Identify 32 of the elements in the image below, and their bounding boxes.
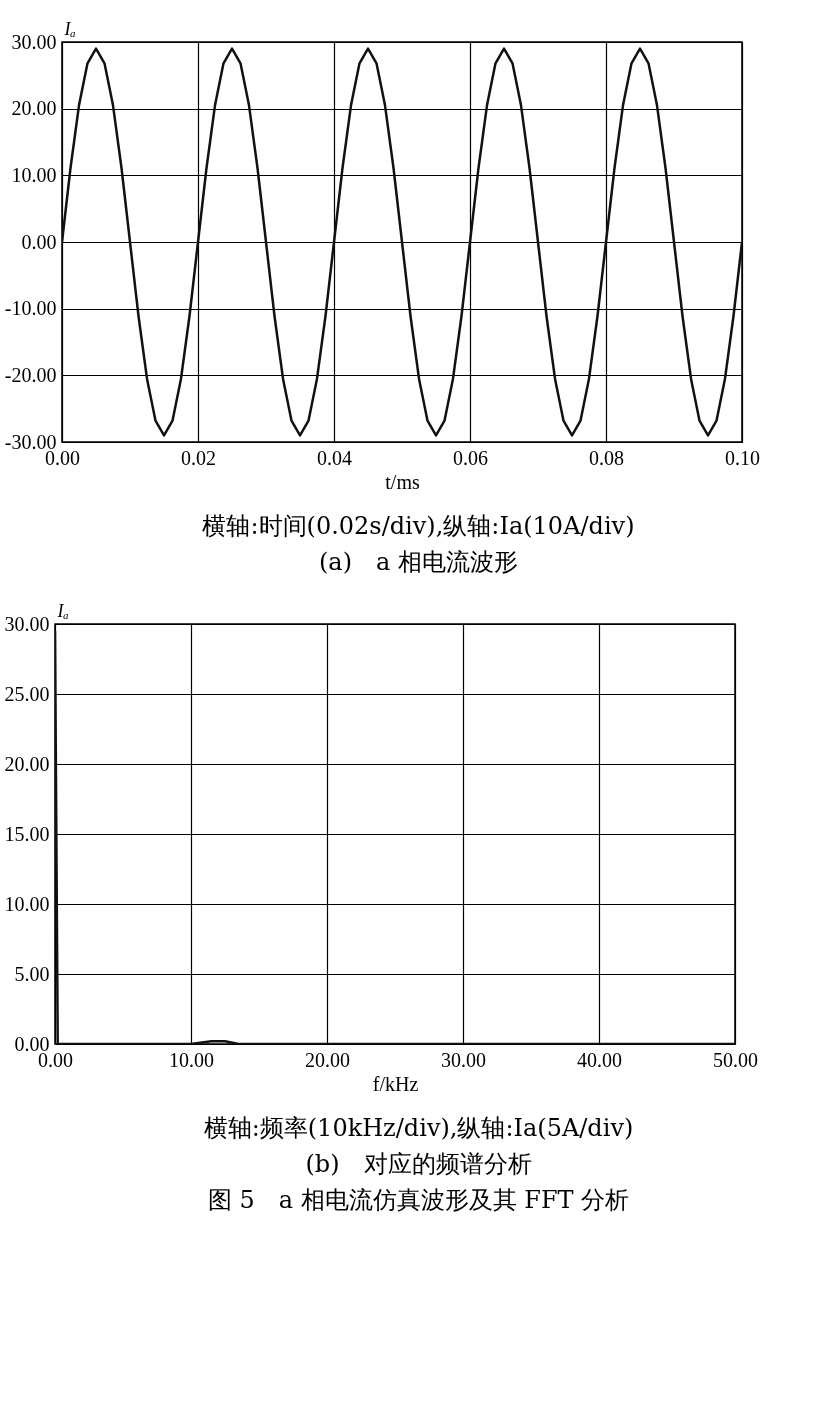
- x-tick-label: 0.10: [725, 446, 760, 469]
- y-tick-label: 25.00: [4, 682, 50, 705]
- text: 横轴:时间(0.02s/div),纵轴:Ia(10A/div): [201, 511, 636, 542]
- y-tick-label: -20.00: [4, 363, 57, 386]
- x-tick-label: 0.06: [453, 446, 488, 469]
- y-tick-label: 0.00: [21, 230, 57, 253]
- y-tick-label: 30.00: [4, 612, 50, 635]
- y-tick-label: 15.00: [4, 822, 50, 845]
- x-axis-title: f/kHz: [372, 1072, 419, 1095]
- y-tick-label: 30.00: [11, 30, 57, 53]
- line-series: [62, 47, 742, 437]
- y-tick-label: 10.00: [11, 163, 57, 186]
- text: (a) a 相电流波形: [318, 547, 519, 578]
- x-axis-title: t/ms: [385, 470, 420, 493]
- y-tick-label: 10.00: [4, 892, 50, 915]
- x-tick-label: 0.02: [181, 446, 216, 469]
- y-axis-title: Iₐ: [63, 18, 76, 39]
- x-tick-label: 50.00: [713, 1048, 758, 1071]
- caption: 图 5 a 相电流仿真波形及其 FFT 分析: [206, 1185, 631, 1216]
- y-tick-label: 20.00: [11, 97, 57, 120]
- x-tick-label: 20.00: [305, 1048, 350, 1071]
- x-tick-label: 30.00: [441, 1048, 486, 1071]
- y-tick-label: 5.00: [14, 962, 50, 985]
- x-tick-label: 40.00: [577, 1048, 622, 1071]
- x-tick-label: 10.00: [169, 1048, 214, 1071]
- y-tick-label: -10.00: [4, 297, 57, 320]
- y-tick-label: 20.00: [4, 752, 50, 775]
- y-axis-title: Iₐ: [56, 600, 69, 621]
- text: (b) 对应的频谱分析: [304, 1149, 533, 1180]
- x-tick-label: 0.08: [589, 446, 624, 469]
- x-tick-label: 0.04: [317, 446, 352, 469]
- text: 横轴:频率(10kHz/div),纵轴:Ia(5A/div): [202, 1113, 635, 1144]
